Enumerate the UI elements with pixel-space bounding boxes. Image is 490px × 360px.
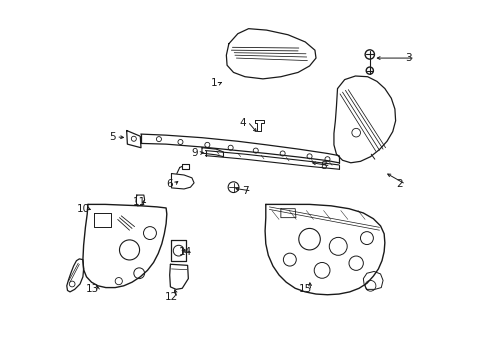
Text: 10: 10 (76, 204, 90, 214)
Text: 1: 1 (211, 78, 218, 88)
Text: 9: 9 (192, 148, 198, 158)
Text: 6: 6 (167, 179, 173, 189)
Text: 8: 8 (320, 161, 327, 171)
Text: 7: 7 (242, 186, 248, 196)
Text: 15: 15 (298, 284, 312, 294)
Text: 3: 3 (405, 53, 412, 63)
Text: 11: 11 (133, 197, 146, 207)
Text: 12: 12 (165, 292, 178, 302)
Text: 4: 4 (240, 118, 246, 128)
Text: 2: 2 (396, 179, 402, 189)
Text: 14: 14 (179, 247, 193, 257)
Text: 5: 5 (109, 132, 116, 142)
Text: 13: 13 (86, 284, 99, 294)
